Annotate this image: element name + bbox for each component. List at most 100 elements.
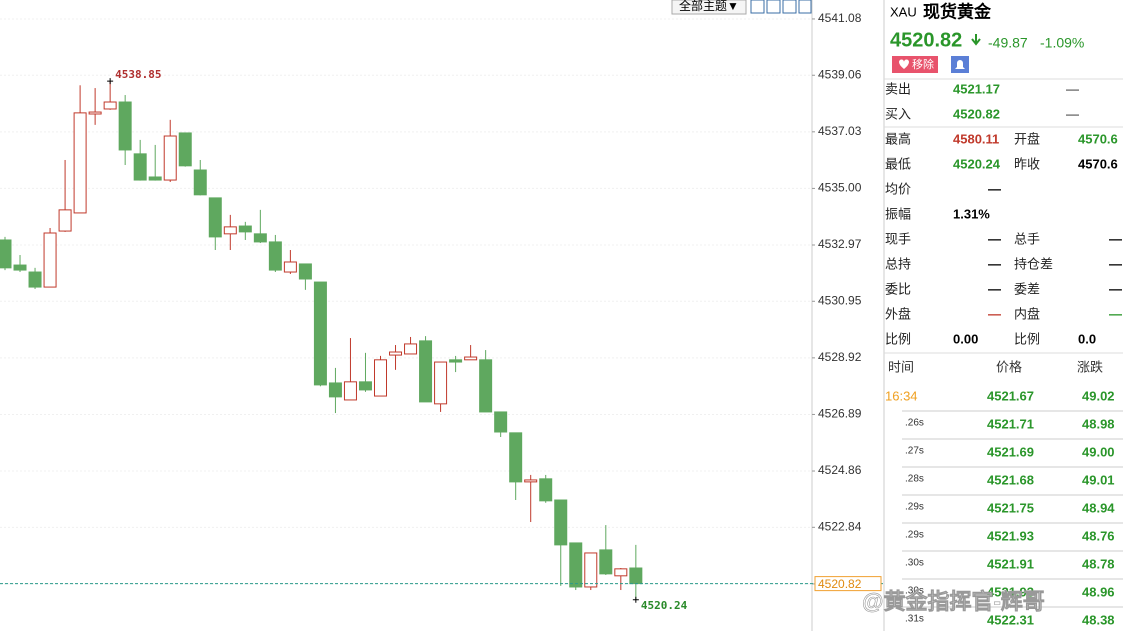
field-label: 持仓差 xyxy=(1014,256,1053,271)
candle-body xyxy=(539,478,553,502)
theme-button[interactable] xyxy=(671,0,747,15)
field-value: 4520.82 xyxy=(953,106,1000,121)
quote-panel: 卖出 4521.17 — 买入 4520.82 — 最高 4580.11 开盘 4570.6 最低 4… xyxy=(885,81,1123,627)
field-label: 比例 xyxy=(1014,331,1040,346)
bell-icon xyxy=(955,60,965,69)
high-marker xyxy=(107,78,114,85)
field-value: — xyxy=(988,306,1001,321)
instrument-name: 现货黄金 xyxy=(923,1,992,21)
field-extra: — xyxy=(1066,81,1079,96)
tick-time: .28s xyxy=(905,474,924,485)
tool-icon[interactable] xyxy=(782,0,797,14)
candle-body xyxy=(208,197,222,238)
tick-time: .30s xyxy=(905,586,924,597)
tick-change: 49.00 xyxy=(1082,444,1115,459)
tool-icon[interactable] xyxy=(766,0,781,14)
candle-body xyxy=(0,239,12,269)
current-price-box xyxy=(814,576,882,592)
field-label: 最低 xyxy=(885,156,911,171)
candle-body xyxy=(419,340,433,403)
candle-body xyxy=(133,153,147,181)
tick-time: 16:34 xyxy=(885,388,918,403)
field-label: 买入 xyxy=(885,106,911,121)
candle-body xyxy=(13,264,27,271)
remove-button[interactable] xyxy=(892,56,938,73)
field-value: 0.0 xyxy=(1078,331,1096,346)
tick-change: 48.98 xyxy=(1082,416,1115,431)
field-label: 内盘 xyxy=(1014,306,1040,321)
high-label: 4538.85 xyxy=(115,68,161,81)
tick-change: 49.02 xyxy=(1082,388,1115,403)
field-value: — xyxy=(1109,281,1122,296)
field-label: 最高 xyxy=(885,131,911,146)
candle-body xyxy=(599,549,613,575)
candle-body xyxy=(298,263,312,280)
field-label: 外盘 xyxy=(885,306,911,321)
current-price-label: 4520.82 xyxy=(818,577,862,591)
candle-body xyxy=(404,343,418,355)
field-value: — xyxy=(988,256,1001,271)
tick-price: 4521.69 xyxy=(987,444,1034,459)
candle-body xyxy=(283,261,297,273)
field-value: 4570.6 xyxy=(1078,131,1118,146)
theme-button-label[interactable]: 全部主题▼ xyxy=(679,0,739,13)
tick-price: 4521.67 xyxy=(987,388,1034,403)
tick-time: .26s xyxy=(905,418,924,429)
candle-body xyxy=(554,499,568,546)
candle-body xyxy=(584,552,598,588)
field-label: 开盘 xyxy=(1014,131,1040,146)
candle-body xyxy=(374,359,387,397)
candle-body xyxy=(253,233,267,243)
field-label: 现手 xyxy=(885,231,911,246)
tick-time: .31s xyxy=(905,614,924,625)
tick-time: .29s xyxy=(905,502,924,513)
chart: 4541.08 4539.06 4537.03 4535.00 4532.97 4530.… xyxy=(0,11,884,612)
candle-body xyxy=(569,542,583,588)
tick-price: 4521.93 xyxy=(987,584,1034,599)
tick-change: 48.78 xyxy=(1082,556,1115,571)
candle-body xyxy=(103,101,117,110)
table-header: 时间 xyxy=(888,359,914,374)
tick-price: 4521.93 xyxy=(987,528,1034,543)
candle-body xyxy=(343,381,357,401)
candle-body xyxy=(43,232,57,288)
field-label: 委差 xyxy=(1014,281,1040,296)
remove-label[interactable]: 移除 xyxy=(912,57,934,71)
candle-body xyxy=(268,241,282,271)
change: -49.87 xyxy=(988,35,1028,51)
tick-time: .30s xyxy=(905,558,924,569)
field-value: — xyxy=(988,231,1001,246)
y-tick-label: 4541.08 xyxy=(818,11,862,25)
tick-price: 4521.75 xyxy=(987,500,1034,515)
field-value: — xyxy=(1109,306,1122,321)
candle-body xyxy=(148,176,162,181)
candle-body xyxy=(614,568,628,577)
candle-body xyxy=(524,479,538,483)
field-label: 均价 xyxy=(885,181,911,196)
tick-price: 4521.68 xyxy=(987,472,1034,487)
field-label: 总手 xyxy=(1014,231,1040,246)
field-value: 4580.11 xyxy=(953,131,999,146)
table-header: 涨跌 xyxy=(1077,359,1103,374)
field-value: — xyxy=(988,281,1001,296)
candle-body xyxy=(58,209,72,232)
candle-body xyxy=(88,111,102,115)
field-label: 昨收 xyxy=(1014,156,1040,171)
field-value: 4521.17 xyxy=(953,81,1000,96)
candle-body xyxy=(118,101,132,151)
y-tick-label: 4522.84 xyxy=(818,519,862,533)
tick-time: .29s xyxy=(905,530,924,541)
candle-body xyxy=(629,567,643,585)
field-value: 1.31% xyxy=(953,206,990,221)
candle-body xyxy=(223,226,237,235)
tool-icon[interactable] xyxy=(798,0,812,14)
candle-body xyxy=(238,225,252,233)
candle-body xyxy=(509,432,523,483)
y-tick-label: 4528.92 xyxy=(818,350,862,364)
low-marker xyxy=(632,596,639,603)
tool-icon[interactable] xyxy=(750,0,765,14)
y-tick-label: 4537.03 xyxy=(818,124,862,138)
tick-change: 48.38 xyxy=(1082,612,1115,627)
